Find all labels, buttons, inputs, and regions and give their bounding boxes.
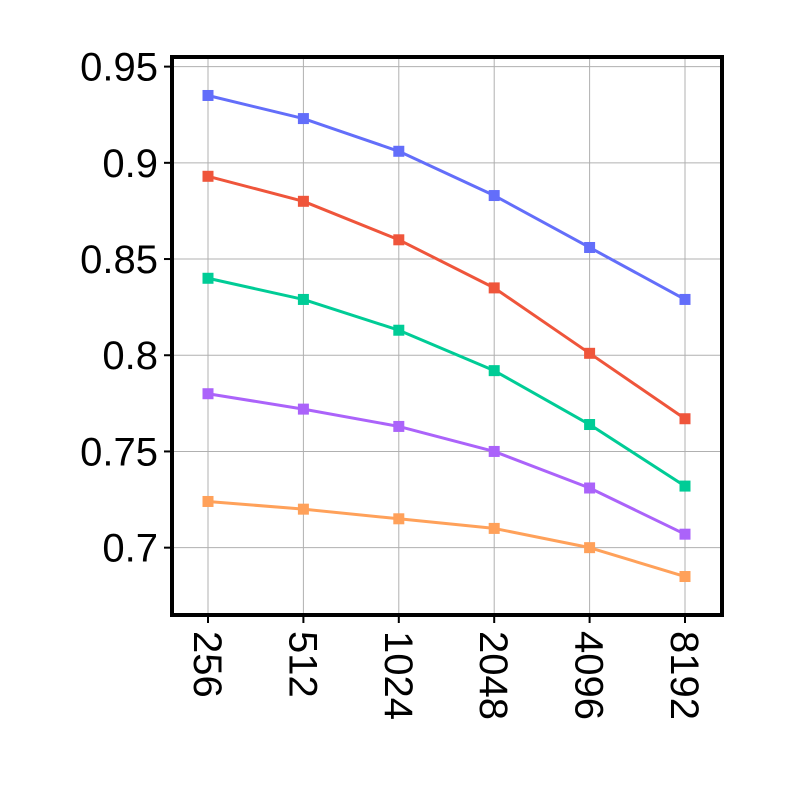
x-tick-label: 512 xyxy=(280,631,324,698)
x-tick-label: 4096 xyxy=(567,631,611,720)
x-tick-label: 8192 xyxy=(662,631,706,720)
x-tick-label: 1024 xyxy=(376,631,420,720)
data-point-marker xyxy=(488,365,500,377)
data-point-marker xyxy=(393,145,405,157)
data-point-marker xyxy=(393,324,405,336)
y-tick-label: 0.95 xyxy=(80,46,158,90)
data-point-marker xyxy=(584,241,596,253)
y-axis: 0.7 0.75 0.8 0.85 0.9 0.95 xyxy=(80,46,172,571)
y-tick-label: 0.85 xyxy=(80,238,158,282)
data-point-marker xyxy=(297,503,309,515)
data-point-marker xyxy=(584,542,596,554)
series-5 xyxy=(202,495,691,583)
data-point-marker xyxy=(584,482,596,494)
x-axis: 256 512 1024 2048 4096 8192 xyxy=(185,615,706,720)
series-layer xyxy=(202,89,691,583)
data-point-marker xyxy=(584,347,596,359)
series-2 xyxy=(202,170,691,425)
data-point-marker xyxy=(488,445,500,457)
series-4 xyxy=(202,388,691,540)
data-point-marker xyxy=(488,190,500,202)
data-point-marker xyxy=(297,195,309,207)
data-point-marker xyxy=(393,420,405,432)
grid xyxy=(172,57,722,615)
data-point-marker xyxy=(202,89,214,101)
data-point-marker xyxy=(488,282,500,294)
y-tick-label: 0.7 xyxy=(102,527,158,571)
plot-frame xyxy=(170,55,724,617)
series-line xyxy=(207,94,686,301)
y-tick-label: 0.75 xyxy=(80,430,158,474)
series-line xyxy=(207,392,686,536)
data-point-marker xyxy=(393,234,405,246)
series-3 xyxy=(202,272,691,492)
y-tick-label: 0.9 xyxy=(102,142,158,186)
x-tick-label: 2048 xyxy=(471,631,515,720)
data-point-marker xyxy=(297,113,309,125)
data-point-marker xyxy=(393,513,405,525)
data-point-marker xyxy=(202,388,214,400)
x-tick-label: 256 xyxy=(185,631,229,698)
data-point-marker xyxy=(679,480,691,492)
data-point-marker xyxy=(679,413,691,425)
data-point-marker xyxy=(202,170,214,182)
series-line xyxy=(207,276,686,488)
data-point-marker xyxy=(297,403,309,415)
series-1 xyxy=(202,89,691,305)
data-point-marker xyxy=(202,495,214,507)
data-point-marker xyxy=(584,419,596,431)
data-point-marker xyxy=(679,293,691,305)
data-point-marker xyxy=(297,293,309,305)
series-line xyxy=(207,174,686,420)
data-point-marker xyxy=(202,272,214,284)
data-point-marker xyxy=(679,528,691,540)
y-tick-label: 0.8 xyxy=(102,334,158,378)
data-point-marker xyxy=(488,522,500,534)
series-line xyxy=(207,499,686,578)
data-point-marker xyxy=(679,571,691,583)
